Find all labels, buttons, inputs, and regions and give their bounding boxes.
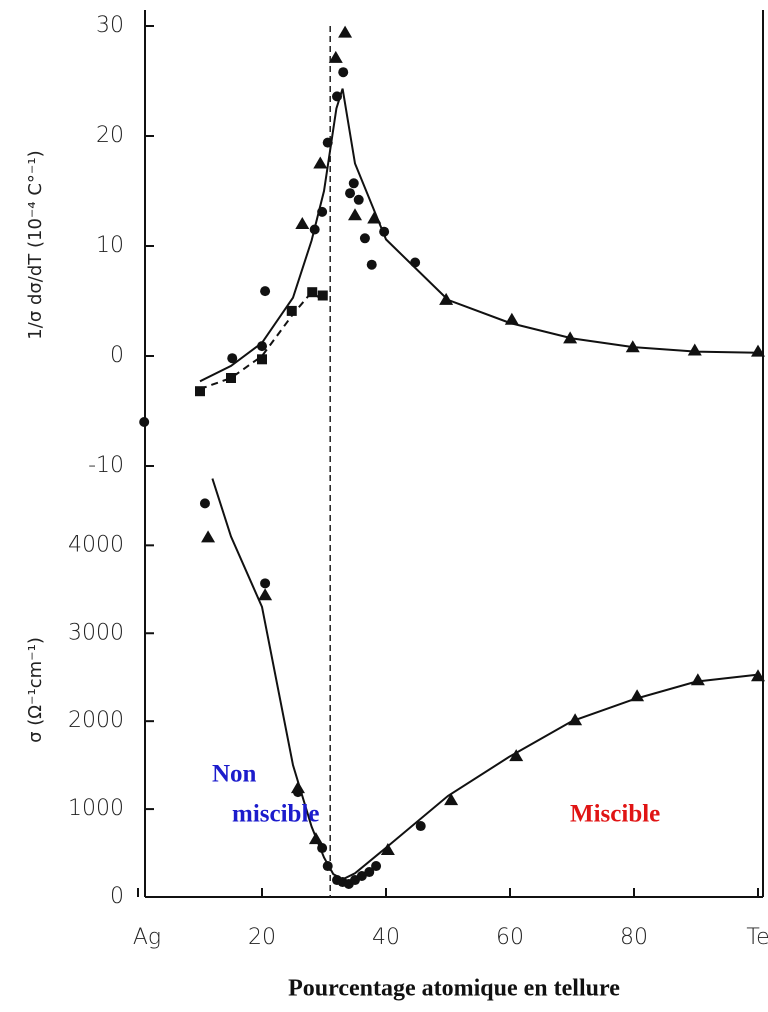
point	[258, 588, 273, 601]
point	[317, 290, 328, 301]
point	[201, 530, 216, 543]
x-tick-label: Ag	[133, 925, 161, 950]
y-tick-label: 10	[96, 233, 124, 258]
x-tick-label: 40	[372, 925, 400, 950]
curve	[211, 478, 759, 881]
point	[356, 870, 367, 881]
point	[509, 749, 524, 762]
point	[307, 287, 318, 298]
point	[199, 498, 210, 509]
annotation: miscible	[232, 801, 320, 828]
curve	[199, 88, 759, 383]
point	[687, 343, 702, 356]
point	[226, 373, 236, 383]
point	[410, 257, 421, 268]
y-tick-label: 2000	[68, 708, 124, 733]
point	[380, 843, 395, 856]
point	[286, 305, 297, 316]
point	[195, 386, 205, 397]
y-tick-label: 30	[96, 13, 124, 38]
y-tick-label: 4000	[68, 532, 124, 557]
point	[139, 417, 150, 427]
point	[415, 821, 426, 832]
point	[338, 25, 353, 38]
point	[371, 861, 382, 872]
y-tick-label: 1000	[68, 796, 124, 821]
point	[257, 354, 267, 365]
point	[359, 233, 370, 244]
x-tick-label: 80	[620, 925, 648, 950]
curve	[199, 290, 325, 390]
annotation: Miscible	[570, 801, 660, 828]
x-tick-label: Te	[746, 925, 768, 950]
point	[366, 259, 377, 270]
point	[348, 208, 362, 221]
y-axis-title: 1/σ dσ/dT (10⁻⁴ C°⁻¹)	[25, 150, 46, 339]
annotation: Non	[212, 761, 257, 788]
point	[260, 286, 271, 297]
x-tick-label: 60	[496, 925, 524, 950]
y-tick-label: 0	[110, 884, 124, 909]
y-axis-title: σ (Ω⁻¹cm⁻¹)	[25, 637, 46, 743]
point	[345, 188, 356, 199]
point	[348, 178, 359, 189]
point	[353, 194, 364, 205]
point	[328, 50, 343, 63]
point	[295, 217, 310, 229]
x-tick-label: 20	[248, 925, 276, 950]
point	[338, 67, 349, 78]
point	[260, 578, 271, 589]
y-tick-label: 0	[110, 343, 124, 368]
point	[364, 867, 375, 878]
y-tick-label: 20	[96, 123, 124, 148]
y-tick-label: -10	[88, 453, 124, 478]
y-tick-label: 3000	[68, 620, 124, 645]
x-axis-title: Pourcentage atomique en tellure	[288, 976, 620, 1002]
point	[444, 793, 459, 806]
point	[227, 353, 238, 364]
point	[313, 156, 328, 169]
